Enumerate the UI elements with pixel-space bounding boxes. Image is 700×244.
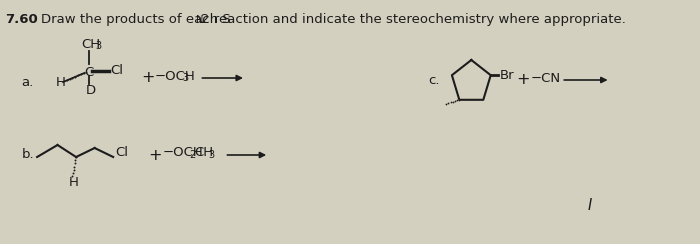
Text: −OCH: −OCH: [162, 146, 203, 160]
Text: H: H: [56, 75, 66, 89]
Text: 2: 2: [189, 150, 195, 160]
Text: 2 reaction and indicate the stereochemistry where appropriate.: 2 reaction and indicate the stereochemis…: [202, 13, 626, 26]
Text: +: +: [141, 71, 155, 85]
Text: 7.60: 7.60: [6, 13, 38, 26]
Text: Br: Br: [500, 69, 514, 82]
Text: N: N: [196, 15, 203, 25]
Text: +: +: [516, 72, 529, 88]
Text: b.: b.: [21, 149, 34, 162]
Text: H: H: [69, 175, 78, 189]
Text: I: I: [587, 197, 592, 213]
Text: 3: 3: [208, 150, 214, 160]
Text: +: +: [148, 148, 162, 163]
Text: −OCH: −OCH: [155, 70, 196, 82]
Text: Cl: Cl: [115, 145, 128, 159]
Text: Draw the products of each S: Draw the products of each S: [41, 13, 230, 26]
Text: D: D: [85, 83, 95, 96]
Text: a.: a.: [21, 77, 34, 90]
Text: C: C: [85, 65, 94, 79]
Text: 3: 3: [96, 41, 101, 51]
Text: c.: c.: [428, 73, 440, 87]
Text: CH: CH: [194, 146, 213, 160]
Text: CH: CH: [82, 38, 101, 51]
Text: 3: 3: [183, 73, 189, 83]
Text: Cl: Cl: [111, 64, 123, 78]
Text: −CN: −CN: [531, 71, 561, 84]
